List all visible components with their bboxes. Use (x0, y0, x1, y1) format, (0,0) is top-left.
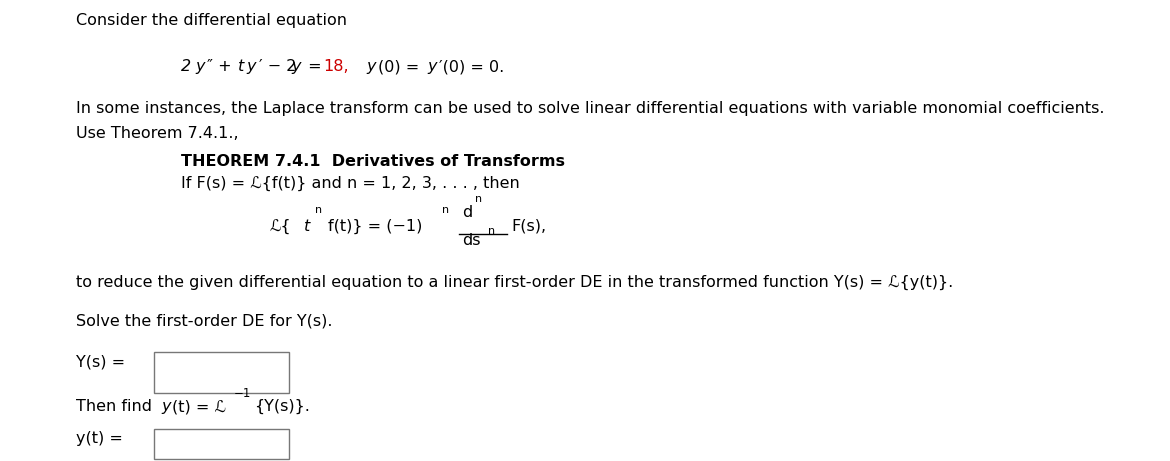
Text: Consider the differential equation: Consider the differential equation (76, 13, 347, 29)
Text: y: y (366, 59, 376, 75)
Text: ′ − 2: ′ − 2 (259, 59, 296, 75)
Text: y: y (195, 59, 205, 75)
Text: to reduce the given differential equation to a linear first-order DE in the tran: to reduce the given differential equatio… (76, 275, 954, 290)
Text: n: n (442, 205, 449, 215)
Text: ℒ{: ℒ{ (269, 219, 290, 234)
Text: ′(0) = 0.: ′(0) = 0. (439, 59, 504, 75)
Text: y: y (427, 59, 436, 75)
Text: F(s),: F(s), (511, 219, 546, 234)
Text: −1: −1 (234, 387, 252, 401)
Text: n: n (315, 205, 322, 215)
Text: Y(s) =: Y(s) = (76, 355, 125, 370)
Text: (t) = ℒ: (t) = ℒ (172, 399, 226, 414)
Text: (0) =: (0) = (378, 59, 425, 75)
Text: 18,: 18, (323, 59, 349, 75)
Text: Use Theorem 7.4.1.,: Use Theorem 7.4.1., (76, 126, 239, 142)
Text: {Y(s)}.: {Y(s)}. (254, 399, 310, 414)
Text: y: y (161, 399, 171, 414)
Text: THEOREM 7.4.1  Derivatives of Transforms: THEOREM 7.4.1 Derivatives of Transforms (181, 154, 565, 169)
Text: ″ +: ″ + (207, 59, 236, 75)
Text: n: n (475, 194, 482, 204)
Text: t: t (238, 59, 243, 75)
Text: =: = (303, 59, 326, 75)
Text: n: n (488, 226, 495, 236)
Text: 2: 2 (181, 59, 192, 75)
Text: Solve the first-order DE for Y(s).: Solve the first-order DE for Y(s). (76, 313, 332, 328)
Text: ds: ds (462, 233, 481, 248)
Text: d: d (462, 205, 473, 220)
Text: y: y (247, 59, 256, 75)
FancyBboxPatch shape (154, 429, 289, 459)
Text: f(t)} = (−1): f(t)} = (−1) (328, 219, 422, 234)
Text: t: t (304, 219, 310, 234)
FancyBboxPatch shape (154, 352, 289, 393)
Text: In some instances, the Laplace transform can be used to solve linear differentia: In some instances, the Laplace transform… (76, 101, 1104, 116)
Text: y(t) =: y(t) = (76, 431, 123, 446)
Text: Then find: Then find (76, 399, 157, 414)
Text: If F(s) = ℒ{f(t)} and n = 1, 2, 3, . . . , then: If F(s) = ℒ{f(t)} and n = 1, 2, 3, . . .… (181, 176, 521, 191)
Text: y: y (291, 59, 301, 75)
